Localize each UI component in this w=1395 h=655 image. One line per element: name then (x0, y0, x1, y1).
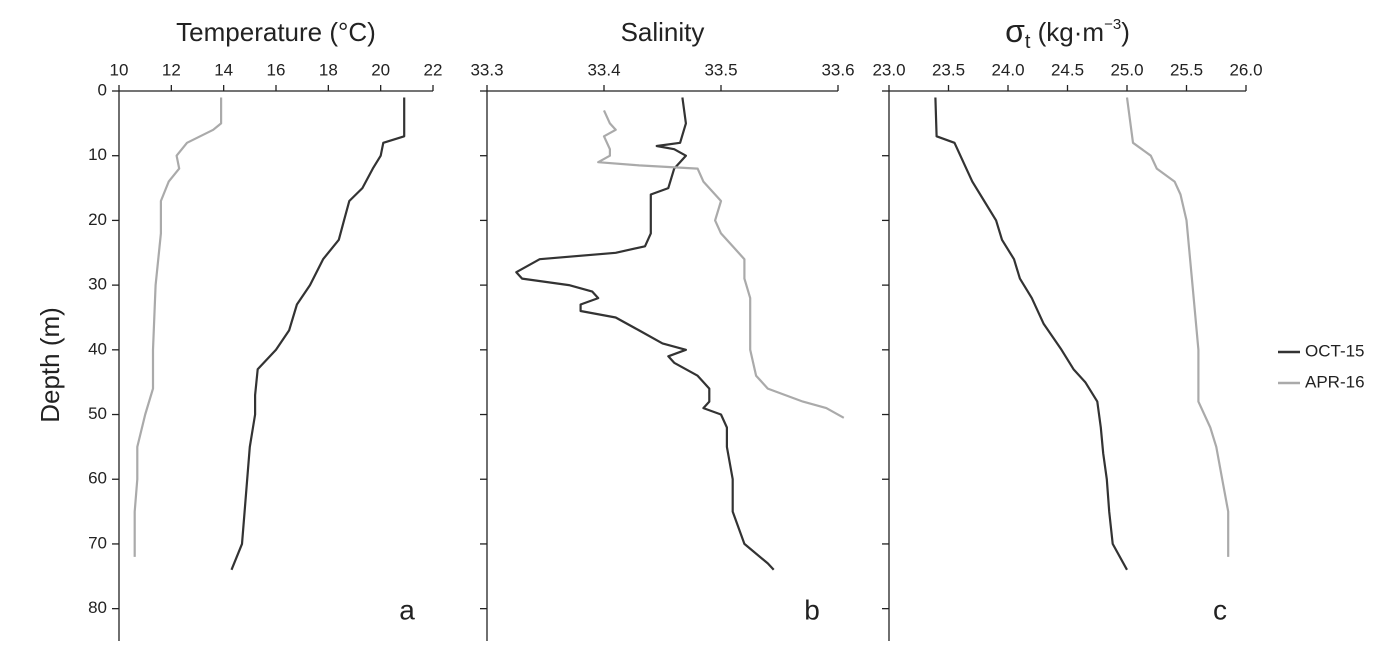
x-tick-label: 24.5 (1051, 60, 1084, 79)
profile-line (1125, 97, 1230, 557)
x-tick-label: 16 (267, 60, 286, 79)
title-part: ) (1121, 17, 1130, 47)
chart-title: Salinity (621, 17, 705, 47)
legend-label: APR-16 (1305, 372, 1365, 391)
x-tick-label: 22 (424, 60, 443, 79)
y-axis-label: Depth (m) (35, 307, 65, 423)
panel-label: c (1213, 594, 1227, 625)
profile-line (934, 97, 1128, 571)
x-tick-label: 33.5 (704, 60, 737, 79)
profile-line (515, 97, 775, 571)
x-tick-label: 14 (214, 60, 233, 79)
y-tick-label: 80 (88, 598, 107, 617)
x-tick-label: 26.0 (1229, 60, 1262, 79)
x-tick-label: 18 (319, 60, 338, 79)
y-tick-label: 20 (88, 210, 107, 229)
x-tick-label: 23.5 (932, 60, 965, 79)
x-tick-label: 25.0 (1110, 60, 1143, 79)
title-part: (kg·m (1030, 17, 1104, 47)
x-tick-label: 12 (162, 60, 181, 79)
y-tick-label: 60 (88, 469, 107, 488)
y-tick-label: 30 (88, 275, 107, 294)
title-part: −3 (1104, 16, 1121, 33)
x-tick-label: 33.4 (587, 60, 620, 79)
panel-label: b (804, 594, 820, 625)
profile-line (597, 109, 845, 419)
profile-line (133, 97, 223, 557)
legend-label: OCT-15 (1305, 341, 1365, 360)
y-tick-label: 10 (88, 145, 107, 164)
y-tick-label: 50 (88, 404, 107, 423)
x-tick-label: 10 (110, 60, 129, 79)
y-tick-label: 70 (88, 533, 107, 552)
title-part: t (1025, 31, 1031, 53)
chart-title: Temperature (°C) (176, 17, 376, 47)
y-tick-label: 0 (98, 80, 107, 99)
chart-title: σt (kg·m−3) (1005, 13, 1130, 53)
panel-label: a (399, 594, 415, 625)
x-tick-label: 24.0 (991, 60, 1024, 79)
x-tick-label: 25.5 (1170, 60, 1203, 79)
profile-line (230, 97, 406, 571)
x-tick-label: 33.3 (470, 60, 503, 79)
x-tick-label: 33.6 (821, 60, 854, 79)
title-part: σ (1005, 13, 1025, 49)
y-tick-label: 40 (88, 339, 107, 358)
x-tick-label: 23.0 (872, 60, 905, 79)
x-tick-label: 20 (371, 60, 390, 79)
